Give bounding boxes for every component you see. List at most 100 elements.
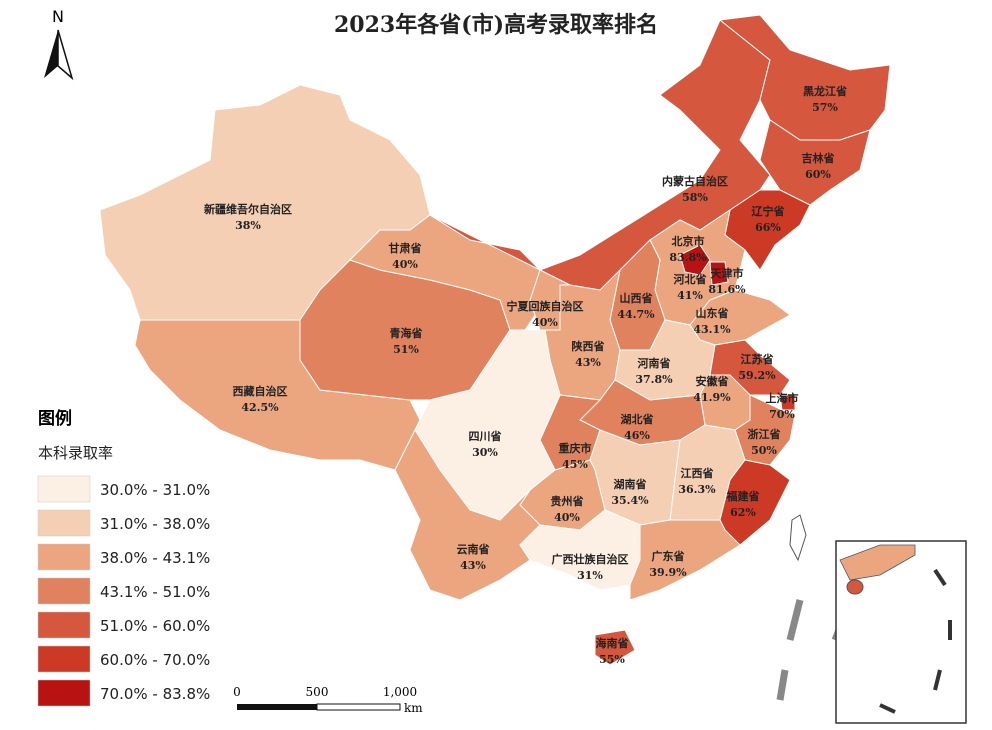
legend-label: 60.0% - 70.0% xyxy=(100,651,210,669)
province-rate: 83.8% xyxy=(669,251,707,264)
north-label: N xyxy=(52,7,64,26)
province-name: 上海市 xyxy=(766,391,799,405)
province-name: 广东省 xyxy=(652,549,685,563)
legend-label: 38.0% - 43.1% xyxy=(100,549,210,567)
province-name: 山东省 xyxy=(696,306,729,320)
legend-title: 图例 xyxy=(38,408,72,429)
province-name: 陕西省 xyxy=(572,339,605,353)
scale-label: 1,000 xyxy=(383,685,417,699)
province-rate: 37.8% xyxy=(635,373,673,386)
province-labels: 新疆维吾尔自治区 38% 西藏自治区 42.5% 青海省 51% 甘肃省 40% 内蒙古自治区 5… xyxy=(204,84,847,666)
province-name: 宁夏回族自治区 xyxy=(507,299,584,313)
taiwan xyxy=(789,514,807,562)
scale-seg xyxy=(316,703,401,711)
province-rate: 70% xyxy=(769,408,795,421)
province-rate: 46% xyxy=(624,429,650,442)
scale-seg xyxy=(237,704,317,710)
province-rate: 40% xyxy=(392,258,418,271)
legend-label: 51.0% - 60.0% xyxy=(100,617,210,635)
province-name: 湖南省 xyxy=(614,477,647,491)
province-name: 浙江省 xyxy=(748,427,781,441)
province xyxy=(759,119,871,206)
province xyxy=(779,394,796,411)
province-name: 内蒙古自治区 xyxy=(662,174,728,188)
province-rate: 66% xyxy=(755,221,781,234)
map-title: 2023年各省(市)高考录取率排名 xyxy=(334,12,658,38)
provinces xyxy=(99,14,891,666)
inset-land xyxy=(839,544,916,581)
legend-swatch xyxy=(37,509,91,537)
arrow-left xyxy=(44,30,58,78)
province-name: 河南省 xyxy=(638,356,671,370)
province-name: 天津市 xyxy=(711,266,744,280)
province-name: 湖北省 xyxy=(621,412,654,426)
province-name: 福建省 xyxy=(726,489,760,503)
province-rate: 40% xyxy=(554,511,580,524)
scale-label: 0 xyxy=(233,685,241,699)
legend-items: 30.0% - 31.0% 31.0% - 38.0% 38.0% - 43.1% 4… xyxy=(37,475,210,707)
province-rate: 40% xyxy=(532,316,558,329)
province-rate: 55% xyxy=(599,653,625,666)
province-rate: 44.7% xyxy=(617,308,655,321)
province-name: 河北省 xyxy=(674,272,707,286)
inset-dashes xyxy=(879,568,952,714)
province-rate: 62% xyxy=(730,506,756,519)
scale-label: 500 xyxy=(306,685,329,699)
province-name: 青海省 xyxy=(390,326,423,340)
province-rate: 41.9% xyxy=(693,391,731,404)
province-name: 北京市 xyxy=(672,234,705,248)
arrow-right xyxy=(57,29,74,81)
province-rate: 58% xyxy=(682,191,708,204)
province-name: 安徽省 xyxy=(696,374,729,388)
province-rate: 43% xyxy=(575,356,601,369)
province-name: 甘肃省 xyxy=(389,241,422,255)
province-rate: 50% xyxy=(751,444,777,457)
province-rate: 60% xyxy=(805,168,831,181)
province xyxy=(594,629,636,666)
province-name: 黑龙江省 xyxy=(803,84,847,98)
legend-swatch xyxy=(37,611,91,639)
province-name: 贵州省 xyxy=(551,494,584,508)
province-rate: 36.3% xyxy=(678,483,716,496)
legend-label: 70.0% - 83.8% xyxy=(100,685,210,703)
inset-hainan xyxy=(846,579,864,595)
province-rate: 42.5% xyxy=(241,401,279,414)
north-arrow: N xyxy=(44,7,74,81)
legend-swatch xyxy=(37,679,91,707)
province-rate: 81.6% xyxy=(708,283,746,296)
legend: 图例 本科录取率 30.0% - 31.0% 31.0% - 38.0% 38.0%… xyxy=(37,408,210,707)
legend-subtitle: 本科录取率 xyxy=(38,444,113,462)
legend-swatch xyxy=(37,475,91,503)
province-rate: 30% xyxy=(472,446,498,459)
province-name: 广西壮族自治区 xyxy=(552,552,629,566)
province-name: 四川省 xyxy=(469,429,502,443)
legend-label: 30.0% - 31.0% xyxy=(100,481,210,499)
legend-label: 43.1% - 51.0% xyxy=(100,583,210,601)
province-rate: 39.9% xyxy=(649,566,687,579)
legend-swatch xyxy=(37,577,91,605)
province-rate: 59.2% xyxy=(738,369,776,382)
province-rate: 31% xyxy=(577,569,603,582)
province-rate: 38% xyxy=(235,219,261,232)
province-name: 江苏省 xyxy=(741,352,774,366)
province-rate: 35.4% xyxy=(611,494,649,507)
province xyxy=(709,261,729,286)
province-rate: 41% xyxy=(677,289,703,302)
province-name: 江西省 xyxy=(681,466,714,480)
province xyxy=(629,519,741,601)
province-name: 新疆维吾尔自治区 xyxy=(204,202,292,216)
scale-bar: 0 500 1,000 km xyxy=(233,685,423,715)
province-rate: 57% xyxy=(812,101,838,114)
province-name: 山西省 xyxy=(620,291,653,305)
legend-swatch xyxy=(37,543,91,571)
legend-label: 31.0% - 38.0% xyxy=(100,515,210,533)
province-rate: 45% xyxy=(562,458,588,471)
province-name: 云南省 xyxy=(457,542,490,556)
province-name: 重庆市 xyxy=(559,441,592,455)
province xyxy=(679,244,711,276)
legend-swatch xyxy=(37,645,91,673)
province-name: 西藏自治区 xyxy=(233,384,288,398)
province-rate: 51% xyxy=(393,343,419,356)
